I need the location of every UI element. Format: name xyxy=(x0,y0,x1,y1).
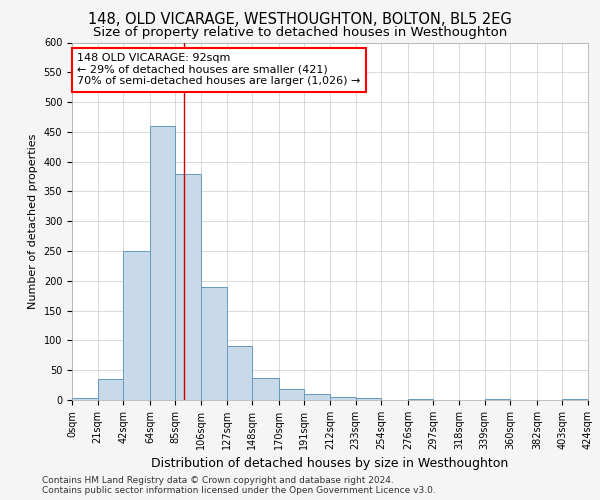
Y-axis label: Number of detached properties: Number of detached properties xyxy=(28,134,38,309)
Text: Contains HM Land Registry data © Crown copyright and database right 2024.
Contai: Contains HM Land Registry data © Crown c… xyxy=(42,476,436,495)
Bar xyxy=(227,346,252,400)
Bar xyxy=(201,287,227,400)
Text: Size of property relative to detached houses in Westhoughton: Size of property relative to detached ho… xyxy=(93,26,507,39)
Bar xyxy=(175,174,201,400)
Bar xyxy=(150,126,175,400)
Bar xyxy=(356,398,381,400)
Bar xyxy=(72,398,98,400)
X-axis label: Distribution of detached houses by size in Westhoughton: Distribution of detached houses by size … xyxy=(151,458,509,470)
Text: 148, OLD VICARAGE, WESTHOUGHTON, BOLTON, BL5 2EG: 148, OLD VICARAGE, WESTHOUGHTON, BOLTON,… xyxy=(88,12,512,28)
Bar xyxy=(98,379,123,400)
Bar xyxy=(123,251,150,400)
Bar xyxy=(279,390,304,400)
Text: 148 OLD VICARAGE: 92sqm
← 29% of detached houses are smaller (421)
70% of semi-d: 148 OLD VICARAGE: 92sqm ← 29% of detache… xyxy=(77,53,361,86)
Bar xyxy=(408,399,433,400)
Bar xyxy=(330,397,356,400)
Bar xyxy=(252,378,279,400)
Bar xyxy=(304,394,330,400)
